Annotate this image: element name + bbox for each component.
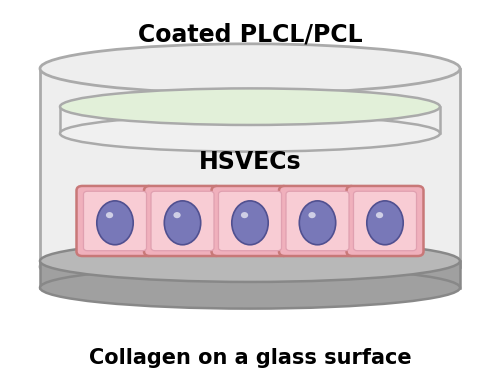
Ellipse shape [40,44,460,93]
Bar [40,261,460,288]
FancyBboxPatch shape [151,191,214,251]
FancyBboxPatch shape [354,191,416,251]
FancyBboxPatch shape [212,186,288,256]
Ellipse shape [164,201,200,245]
Ellipse shape [300,201,336,245]
Ellipse shape [376,212,383,218]
FancyBboxPatch shape [144,186,221,256]
FancyBboxPatch shape [279,186,356,256]
FancyBboxPatch shape [84,191,146,251]
FancyBboxPatch shape [76,186,154,256]
Bar [60,107,440,133]
Ellipse shape [40,240,460,282]
FancyBboxPatch shape [346,186,424,256]
FancyBboxPatch shape [218,191,282,251]
FancyBboxPatch shape [286,191,349,251]
Ellipse shape [174,212,180,218]
Ellipse shape [232,201,268,245]
Ellipse shape [367,201,403,245]
Ellipse shape [106,212,113,218]
Ellipse shape [308,212,316,218]
Ellipse shape [40,267,460,309]
Text: HSVECs: HSVECs [198,150,302,174]
Ellipse shape [97,201,133,245]
Ellipse shape [40,242,460,291]
Ellipse shape [60,115,440,152]
Ellipse shape [241,212,248,218]
Text: Collagen on a glass surface: Collagen on a glass surface [88,348,411,368]
Bar [40,69,460,267]
Text: Coated PLCL/PCL: Coated PLCL/PCL [138,22,362,46]
Ellipse shape [60,88,440,125]
